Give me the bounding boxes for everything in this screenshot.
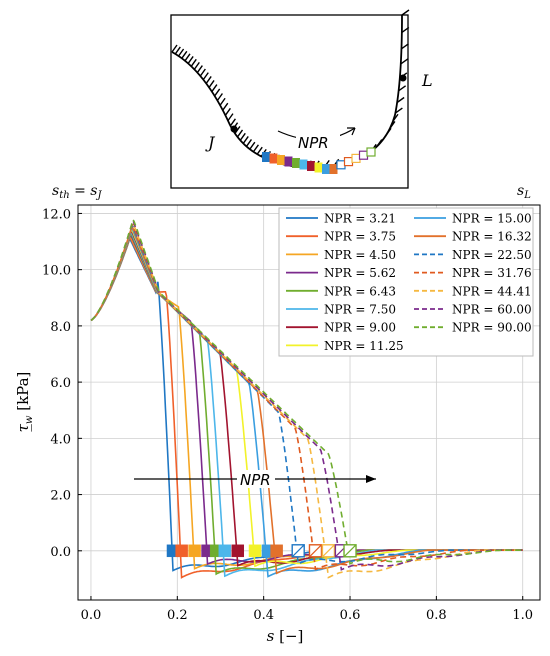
legend-label: NPR = 90.00	[452, 321, 532, 335]
legend-label: NPR = 7.50	[324, 303, 396, 317]
legend-label: NPR = 9.00	[324, 321, 396, 335]
npr-annotation: NPR	[134, 470, 376, 489]
y-tick-label: 6.0	[50, 376, 71, 391]
separation-marker	[231, 544, 245, 558]
inset-marker	[284, 156, 293, 167]
x-axis-label: s [−]	[267, 627, 304, 645]
y-axis-label: τ̲w [kPa]	[14, 372, 35, 433]
inset-marker	[358, 150, 369, 160]
separation-marker	[291, 544, 305, 558]
x-tick-label: 0.8	[426, 608, 447, 623]
separation-marker	[309, 544, 322, 558]
inset-marker	[366, 147, 376, 157]
x-tick-label: 1.0	[512, 608, 533, 623]
legend-label: NPR = 15.00	[452, 212, 532, 226]
separation-marker	[343, 544, 357, 558]
inset-marker	[277, 155, 285, 165]
npr-arrowhead	[347, 127, 356, 136]
separation-marker	[188, 544, 201, 558]
inset-marker	[322, 164, 330, 174]
legend-label: NPR = 11.25	[324, 339, 404, 353]
series-line	[90, 217, 523, 565]
inset-marker	[351, 153, 361, 163]
top-right-label: sL	[517, 183, 531, 201]
npr-arrow-label: NPR	[298, 134, 329, 152]
inset-marker	[269, 153, 278, 164]
y-tick-label: 12.0	[42, 207, 71, 222]
point-L	[399, 74, 407, 82]
separation-marker	[175, 544, 188, 558]
y-tick-label: 0.0	[50, 545, 71, 560]
separation-markers	[166, 544, 357, 558]
inset-separation-markers	[262, 147, 376, 174]
separation-marker	[248, 544, 262, 558]
legend-label: NPR = 31.76	[452, 266, 532, 280]
legend-label: NPR = 3.75	[324, 230, 396, 244]
inset-marker	[343, 157, 354, 167]
legend-label: NPR = 4.50	[324, 248, 396, 262]
ticks: 0.0 0.2 0.4 0.6 0.8 1.0 0.0 2.0 4.0 6.0 8.0 10.0 12.…	[42, 207, 533, 623]
label-L: L	[421, 71, 433, 90]
series-lines	[90, 217, 523, 579]
legend-label: NPR = 44.41	[452, 284, 532, 298]
legend-label: NPR = 3.21	[324, 212, 396, 226]
y-tick-label: 10.0	[42, 264, 71, 279]
inset-marker	[262, 152, 270, 162]
inset-marker	[299, 159, 308, 170]
separation-marker	[270, 544, 283, 558]
legend-label: NPR = 5.62	[324, 266, 396, 280]
nozzle-schematic: J L NPR	[170, 9, 433, 189]
separation-marker	[218, 544, 232, 558]
separation-marker	[322, 544, 335, 558]
legend-label: NPR = 60.00	[452, 303, 532, 317]
inset-marker	[329, 164, 338, 174]
y-tick-label: 8.0	[50, 320, 71, 335]
legend-frame	[278, 207, 534, 357]
legend-label: NPR = 22.50	[452, 248, 532, 262]
npr-annotation-label: NPR	[240, 471, 271, 489]
x-tick-label: 0.4	[253, 608, 274, 623]
y-tick-label: 4.0	[50, 432, 71, 447]
label-J: J	[205, 133, 216, 152]
inset-marker	[314, 162, 323, 173]
legend-label: NPR = 6.43	[324, 284, 396, 298]
inset-marker	[307, 161, 315, 171]
inset-marker	[292, 158, 300, 168]
x-tick-label: 0.6	[340, 608, 361, 623]
x-tick-label: 0.0	[81, 608, 102, 623]
top-left-label: sth = sJ	[52, 183, 102, 201]
point-J	[230, 125, 238, 133]
legend: NPR = 3.21 NPR = 3.75 NPR = 4.50 NPR = 5.62…	[278, 207, 534, 357]
plot-frame	[77, 204, 541, 601]
y-tick-label: 2.0	[50, 489, 71, 504]
x-tick-label: 0.2	[167, 608, 188, 623]
legend-label: NPR = 16.32	[452, 230, 532, 244]
inset-marker	[336, 160, 346, 170]
